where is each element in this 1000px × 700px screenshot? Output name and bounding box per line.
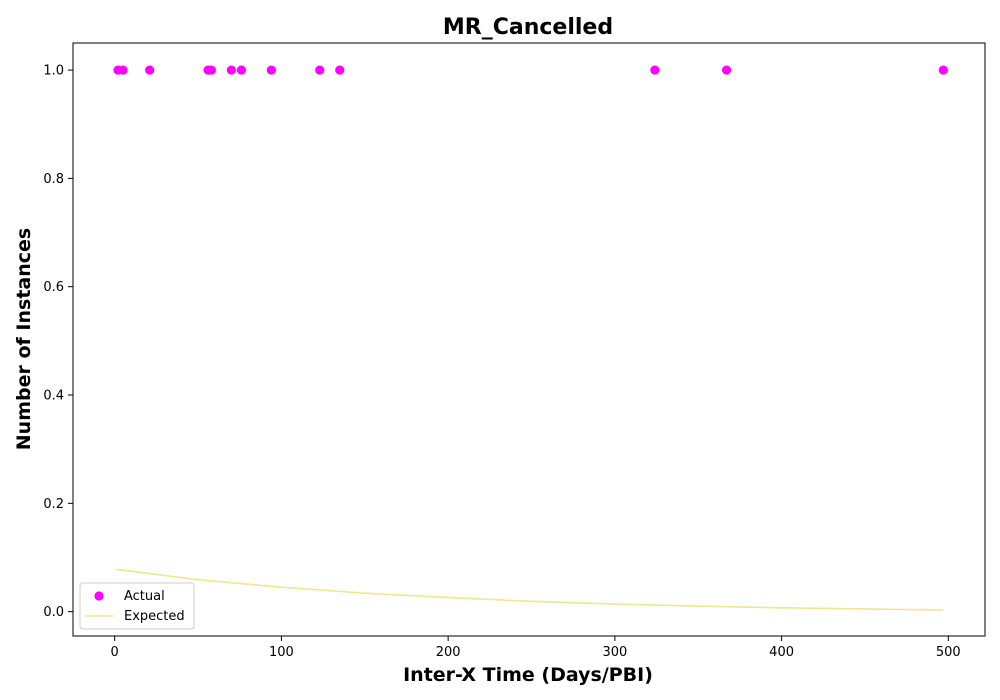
x-tick-label: 500: [936, 645, 961, 660]
legend-actual-marker: [94, 591, 104, 601]
x-tick-label: 200: [436, 645, 461, 660]
actual-point: [236, 65, 246, 75]
actual-point: [650, 65, 660, 75]
legend-box: [79, 582, 195, 630]
x-tick-label: 100: [269, 645, 294, 660]
actual-point: [335, 65, 345, 75]
actual-point: [226, 65, 236, 75]
legend-actual-label: Actual: [124, 589, 165, 604]
expected-line: [116, 568, 944, 611]
actual-point: [206, 65, 216, 75]
y-tick-label: 0.4: [43, 389, 64, 404]
actual-point: [266, 65, 277, 75]
actual-point: [315, 65, 325, 75]
y-tick-label: 0.6: [43, 280, 64, 295]
actual-point: [145, 65, 155, 75]
y-axis-label: Number of Instances: [13, 228, 35, 450]
axes-frame: [72, 42, 986, 637]
x-tick-label: 300: [602, 645, 627, 660]
y-tick-label: 0.0: [43, 605, 64, 620]
y-tick-label: 0.8: [43, 172, 64, 187]
actual-point: [721, 65, 732, 75]
actual-point: [118, 65, 128, 75]
y-tick-label: 1.0: [43, 64, 64, 79]
x-tick-label: 0: [111, 645, 119, 660]
plot-area: 0 100 200 300 400 500 0.0 0.2 0.4 0.6 0.8 1.0 Actual…: [43, 42, 986, 660]
x-tick-label: 400: [769, 645, 794, 660]
chart-title: MR_Cancelled: [443, 15, 613, 40]
x-axis-label: Inter-X Time (Days/PBI): [403, 664, 653, 686]
legend-expected-label: Expected: [124, 609, 185, 624]
y-tick-label: 0.2: [43, 497, 64, 512]
actual-point: [938, 65, 948, 75]
